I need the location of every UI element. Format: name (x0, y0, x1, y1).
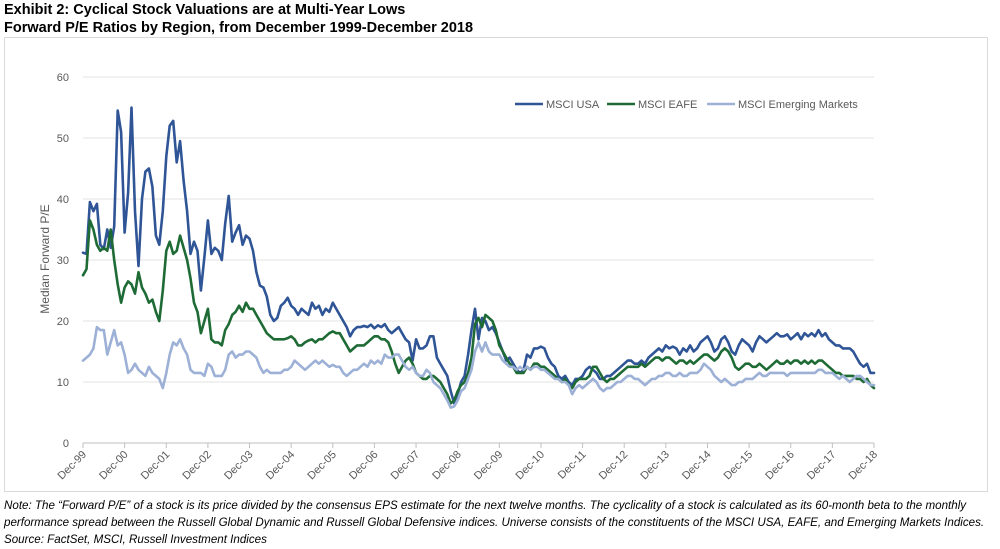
x-tick-label: Dec-02 (180, 449, 214, 483)
x-axis-ticks: Dec-99 Dec-00 Dec-01 Dec-02 Dec-03 Dec-04 Dec-… (56, 443, 881, 483)
x-tick-label: Dec-03 (222, 449, 256, 483)
x-tick-label: Dec-05 (305, 449, 339, 483)
y-tick-label: 30 (57, 255, 69, 267)
chart-title: Exhibit 2: Cyclical Stock Valuations are… (4, 2, 406, 18)
series-lines (81, 106, 876, 409)
series-line-msci-eafe (81, 219, 876, 405)
x-tick-label: Dec-13 (638, 449, 672, 483)
footnote: Note: The “Forward P/E” of a stock is it… (4, 499, 985, 546)
legend-label: MSCI USA (546, 99, 600, 111)
x-tick-label: Dec-17 (805, 449, 839, 483)
y-axis-ticks: 0 10 20 30 40 50 60 (57, 72, 69, 450)
x-tick-label: Dec-16 (763, 449, 797, 483)
y-tick-label: 20 (57, 316, 69, 328)
x-tick-label: Dec-01 (139, 449, 173, 483)
x-tick-label: Dec-04 (264, 449, 298, 483)
series-line-msci-usa (81, 106, 876, 405)
y-tick-label: 40 (57, 194, 69, 206)
series-line-msci-emerging-markets (81, 325, 876, 409)
legend: MSCI USA MSCI EAFE MSCI Emerging Markets (515, 99, 858, 111)
x-tick-label: Dec-12 (597, 449, 631, 483)
x-tick-label: Dec-09 (472, 449, 506, 483)
legend-label: MSCI EAFE (638, 99, 697, 111)
x-tick-label: Dec-15 (722, 449, 756, 483)
chart-subtitle: Forward P/E Ratios by Region, from Decem… (4, 20, 474, 36)
x-tick-label: Dec-07 (389, 449, 423, 483)
y-tick-label: 60 (57, 72, 69, 84)
y-axis-label: Median Forward P/E (38, 204, 52, 313)
x-tick-label: Dec-11 (556, 449, 589, 482)
x-tick-label: Dec-08 (430, 449, 464, 483)
x-tick-label: Dec-00 (97, 449, 131, 483)
x-tick-label: Dec-18 (847, 449, 881, 483)
x-tick-label: Dec-99 (56, 449, 90, 483)
y-tick-label: 10 (57, 377, 69, 389)
y-tick-label: 0 (63, 438, 69, 450)
chart-frame (4, 37, 988, 492)
legend-label: MSCI Emerging Markets (738, 99, 858, 111)
gridlines (83, 76, 874, 444)
x-tick-label: Dec-06 (347, 449, 381, 483)
x-tick-label: Dec-14 (680, 449, 714, 483)
y-tick-label: 50 (57, 133, 69, 145)
x-tick-label: Dec-10 (514, 449, 548, 483)
